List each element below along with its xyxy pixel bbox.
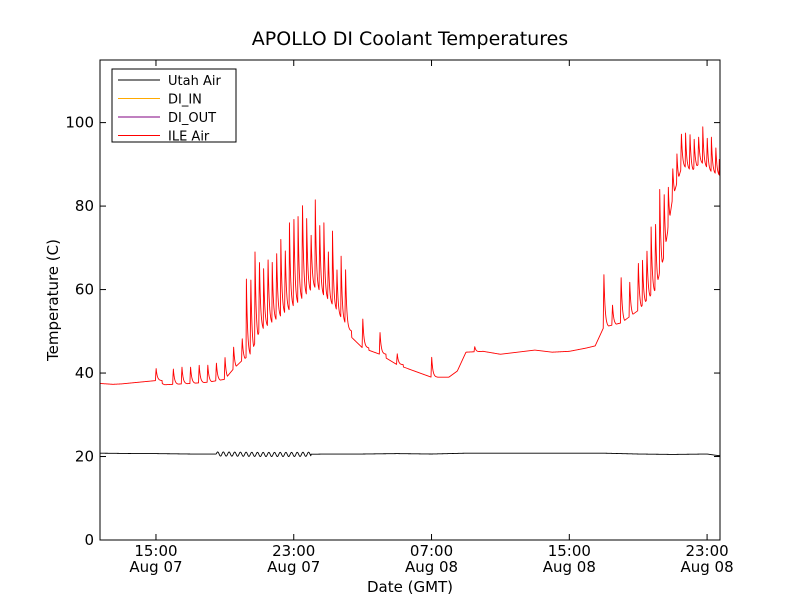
series-line-utah-air [100,451,720,457]
series-line-ile-air [100,126,720,386]
x-tick-label-time: 15:00 [134,542,177,560]
y-tick-label: 20 [75,448,94,466]
legend-label: Utah Air [168,74,221,89]
legend: Utah Air DI_IN DI_OUT ILE Air [111,68,237,145]
plot-area [99,59,721,541]
legend-box [111,68,237,143]
x-tick-label-date: Aug 08 [681,558,734,576]
y-tick-label: 80 [75,197,94,215]
plot-frame [99,59,721,541]
x-tick-label-date: Aug 07 [267,558,320,576]
x-tick-label-time: 23:00 [272,542,315,560]
y-axis-label: Temperature (C) [44,239,62,362]
legend-label: ILE Air [168,130,210,145]
y-tick-label: 0 [84,531,94,549]
x-tick-label-date: Aug 08 [543,558,596,576]
y-tick-label: 40 [75,364,94,382]
y-tick-label: 60 [75,281,94,299]
x-tick-label-date: Aug 08 [405,558,458,576]
x-tick-label-date: Aug 07 [129,558,182,576]
x-tick-label-time: 15:00 [548,542,591,560]
x-axis-label: Date (GMT) [367,578,453,596]
legend-label: DI_IN [168,93,202,108]
y-axis: 0 20 40 60 80 100 [65,114,720,549]
legend-label: DI_OUT [168,111,216,126]
y-tick-label: 100 [65,114,94,132]
series-layer [100,126,720,457]
x-tick-label-time: 07:00 [410,542,453,560]
chart-title: APOLLO DI Coolant Temperatures [252,28,568,50]
x-tick-label-time: 23:00 [685,542,728,560]
